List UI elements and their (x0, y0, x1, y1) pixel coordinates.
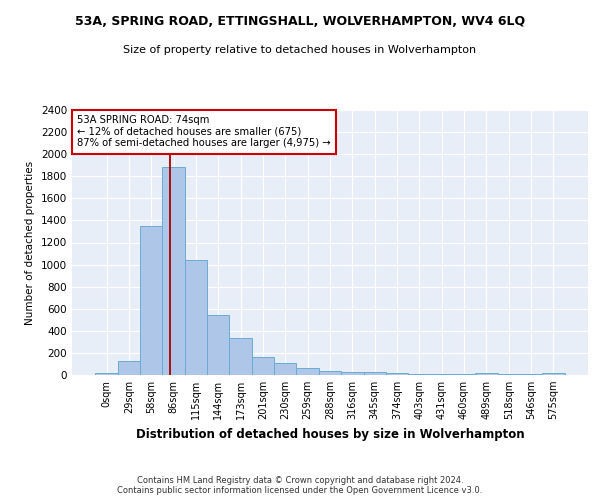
Text: 53A SPRING ROAD: 74sqm
← 12% of detached houses are smaller (675)
87% of semi-de: 53A SPRING ROAD: 74sqm ← 12% of detached… (77, 116, 331, 148)
Bar (319, 370, 341, 375)
Bar (296, 368, 319, 375)
Text: Size of property relative to detached houses in Wolverhampton: Size of property relative to detached ho… (124, 45, 476, 55)
Bar (207, 316, 229, 375)
Bar (542, 374, 565, 375)
Text: Contains HM Land Registry data © Crown copyright and database right 2024.
Contai: Contains HM Land Registry data © Crown c… (118, 476, 482, 495)
Bar (453, 374, 475, 375)
Bar (140, 226, 163, 375)
X-axis label: Distribution of detached houses by size in Wolverhampton: Distribution of detached houses by size … (136, 428, 524, 440)
Bar (229, 338, 252, 375)
Bar (408, 374, 431, 375)
Bar (497, 374, 520, 375)
Bar (252, 357, 274, 375)
Text: 53A, SPRING ROAD, ETTINGSHALL, WOLVERHAMPTON, WV4 6LQ: 53A, SPRING ROAD, ETTINGSHALL, WOLVERHAM… (75, 15, 525, 28)
Bar (520, 374, 542, 375)
Bar (386, 373, 408, 375)
Y-axis label: Number of detached properties: Number of detached properties (25, 160, 35, 324)
Bar (274, 363, 296, 375)
Bar (475, 373, 497, 375)
Bar (163, 168, 185, 375)
Bar (118, 361, 140, 375)
Bar (341, 372, 364, 375)
Bar (431, 374, 453, 375)
Bar (185, 260, 207, 375)
Bar (364, 372, 386, 375)
Bar (95, 374, 118, 375)
